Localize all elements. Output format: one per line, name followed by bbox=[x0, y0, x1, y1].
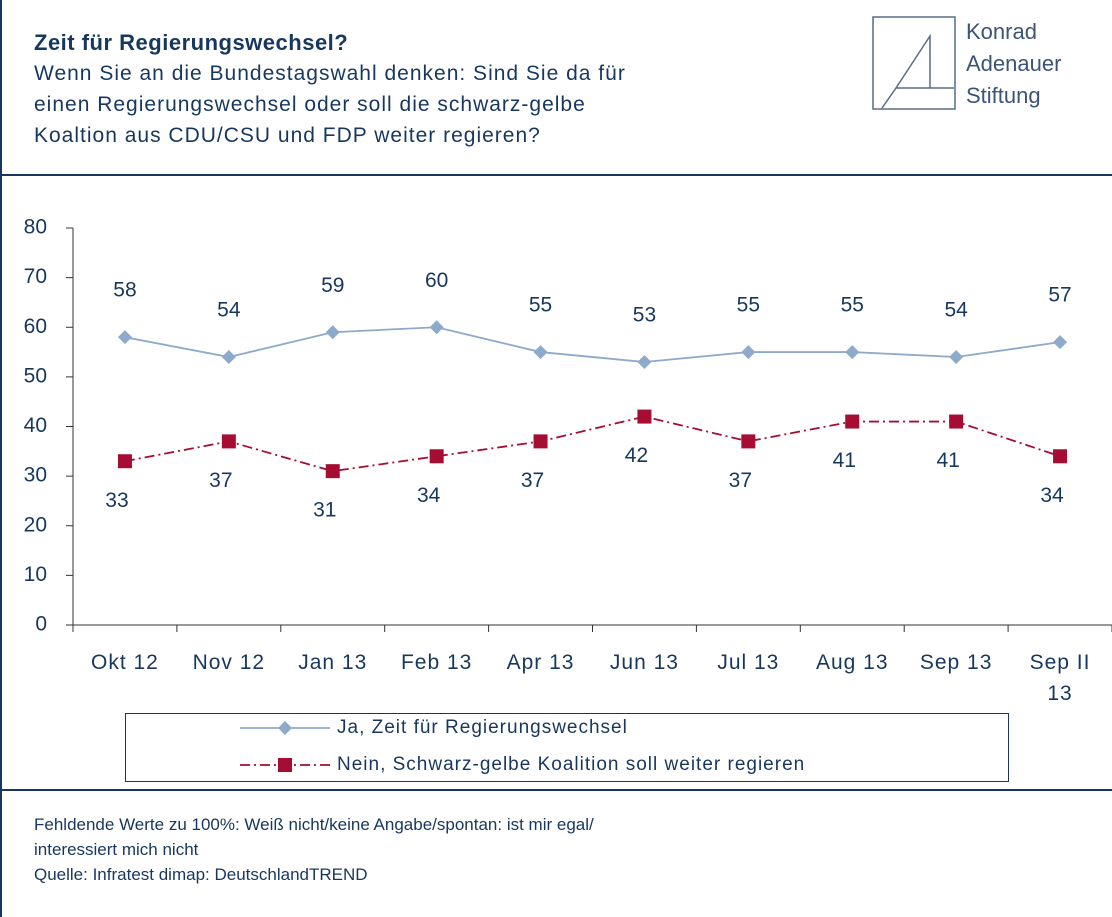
marker bbox=[949, 414, 964, 429]
legend-marker bbox=[278, 721, 292, 735]
marker bbox=[741, 345, 756, 360]
logo-line: Adenauer bbox=[966, 51, 1062, 76]
series-line bbox=[124, 415, 1061, 473]
marker bbox=[845, 414, 860, 429]
legend-label: Ja, Zeit für Regierungswechsel bbox=[337, 717, 628, 738]
subtitle: einen Regierungswechsel oder soll die sc… bbox=[34, 93, 586, 116]
data-label: 55 bbox=[529, 294, 552, 317]
x-tick-label: Sep II 13 bbox=[1029, 651, 1091, 705]
marker bbox=[533, 345, 548, 360]
legend bbox=[125, 713, 1009, 782]
y-tick-label: 10 bbox=[24, 563, 47, 586]
x-tick-label: Jul 13 bbox=[717, 651, 780, 674]
marker bbox=[845, 345, 860, 360]
y-tick-label: 30 bbox=[24, 464, 47, 487]
x-tick-label: Sep 13 bbox=[919, 651, 993, 674]
data-label: 33 bbox=[105, 489, 128, 512]
marker bbox=[741, 434, 756, 449]
x-tick-label: Nov 12 bbox=[192, 651, 266, 674]
series-line bbox=[124, 326, 1061, 363]
legend-label: Nein, Schwarz-gelbe Koalition soll weite… bbox=[337, 754, 805, 775]
logo-line: Konrad bbox=[966, 19, 1037, 44]
marker bbox=[325, 464, 340, 479]
y-tick-label: 70 bbox=[24, 265, 47, 288]
data-label: 34 bbox=[417, 484, 441, 507]
marker bbox=[1053, 449, 1068, 464]
rule bbox=[0, 789, 1112, 791]
marker bbox=[429, 449, 444, 464]
logo-text: Konrad Adenauer Stiftung bbox=[966, 16, 1061, 112]
rule bbox=[0, 174, 1112, 176]
subtitle: Wenn Sie an die Bundestagswahl denken: S… bbox=[34, 62, 626, 85]
title: Zeit für Regierungswechsel? bbox=[34, 30, 349, 55]
left-border bbox=[0, 0, 2, 917]
x-tick-label: Okt 12 bbox=[91, 651, 159, 674]
marker bbox=[637, 409, 652, 424]
marker bbox=[221, 434, 236, 449]
x-tick-label: Jan 13 bbox=[298, 651, 368, 674]
y-tick-label: 40 bbox=[24, 414, 47, 437]
data-label: 55 bbox=[841, 294, 864, 317]
marker bbox=[1053, 335, 1068, 350]
data-label: 42 bbox=[625, 444, 648, 467]
marker bbox=[533, 434, 548, 449]
data-label: 37 bbox=[521, 469, 544, 492]
data-label: 37 bbox=[729, 469, 752, 492]
marker bbox=[117, 454, 132, 469]
data-label: 41 bbox=[936, 449, 959, 472]
data-label: 57 bbox=[1048, 284, 1071, 307]
logo-line: Stiftung bbox=[966, 83, 1041, 108]
data-label: 54 bbox=[217, 299, 241, 322]
y-tick-label: 0 bbox=[35, 613, 47, 636]
data-label: 60 bbox=[425, 269, 448, 292]
marker bbox=[429, 320, 444, 335]
data-label: 54 bbox=[944, 299, 968, 322]
marker bbox=[221, 350, 236, 365]
y-tick-label: 80 bbox=[24, 216, 47, 239]
x-tick-label: Apr 13 bbox=[506, 651, 575, 674]
footnote: Quelle: Infratest dimap: DeutschlandTREN… bbox=[34, 865, 368, 884]
y-tick-label: 50 bbox=[24, 364, 47, 387]
y-tick-label: 60 bbox=[24, 315, 47, 338]
marker bbox=[117, 330, 132, 345]
x-tick-label: Feb 13 bbox=[400, 651, 473, 674]
footnote: Fehldende Werte zu 100%: Weiß nicht/kein… bbox=[34, 815, 594, 834]
subtitle: Koaltion aus CDU/CSU und FDP weiter regi… bbox=[34, 124, 541, 147]
x-tick-label: Jun 13 bbox=[609, 651, 679, 674]
data-label: 34 bbox=[1040, 484, 1064, 507]
marker bbox=[637, 354, 652, 369]
marker bbox=[325, 325, 340, 340]
data-label: 41 bbox=[833, 449, 856, 472]
x-tick-label: Aug 13 bbox=[815, 651, 889, 674]
data-label: 53 bbox=[633, 304, 656, 327]
data-label: 55 bbox=[737, 294, 760, 317]
y-tick-label: 20 bbox=[24, 513, 47, 536]
data-label: 59 bbox=[321, 274, 344, 297]
legend-marker bbox=[278, 758, 292, 772]
logo-mark bbox=[872, 16, 956, 110]
footnote: interessiert mich nicht bbox=[34, 840, 199, 859]
data-label: 31 bbox=[313, 499, 336, 522]
data-label: 58 bbox=[113, 279, 136, 302]
data-label: 37 bbox=[209, 469, 232, 492]
marker bbox=[949, 350, 964, 365]
